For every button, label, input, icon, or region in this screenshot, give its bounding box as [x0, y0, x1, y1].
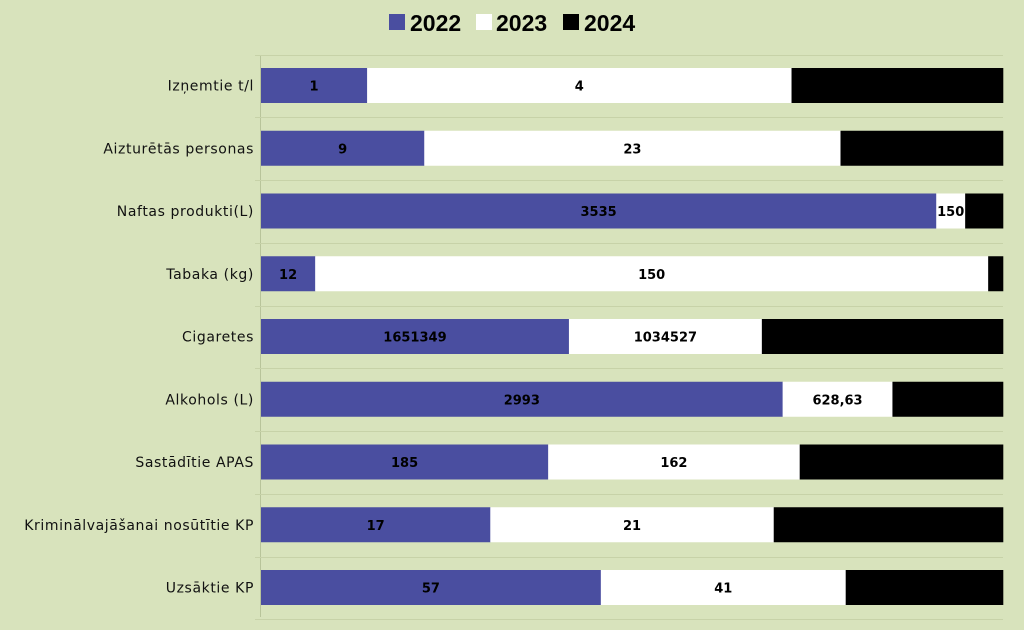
category-label: Naftas produkti(L): [117, 204, 254, 220]
data-label-2023: 21: [623, 519, 641, 534]
category-label: Tabaka (kg): [165, 267, 254, 283]
bar-2023: [367, 68, 792, 103]
data-label-2023: 150: [638, 268, 665, 283]
chart-bars: [261, 68, 1004, 605]
bar-2022: [261, 570, 602, 605]
data-label-2022: 3535: [581, 205, 617, 220]
bar-2023: [315, 256, 989, 292]
data-label-2022: 1651349: [383, 331, 446, 346]
bar-2024: [799, 444, 1004, 480]
category-label: Sastādītie APAS: [135, 455, 254, 471]
data-label-2022: 2993: [504, 393, 540, 408]
category-label: Cigaretes: [182, 330, 254, 346]
legend-swatch-2024: [563, 14, 579, 30]
bar-2022: [261, 444, 549, 480]
bar-2022: [261, 381, 783, 417]
category-label: Uzsāktie KP: [166, 581, 254, 597]
bar-2023: [548, 444, 800, 480]
data-label-2023: 41: [714, 582, 732, 597]
data-label-2022: 185: [391, 456, 418, 471]
bar-2024: [892, 381, 1004, 417]
chart-legend: 2022 2023 2024: [389, 10, 635, 36]
data-label-2022: 12: [279, 268, 297, 283]
data-label-2023: 628,63: [812, 393, 862, 408]
data-label-2023: 23: [623, 142, 641, 157]
data-label-2023: 4: [575, 80, 584, 95]
bar-2024: [840, 130, 1004, 166]
category-label: Alkohols (L): [165, 392, 254, 408]
data-label-2022: 9: [338, 142, 347, 157]
bar-2022: [261, 130, 425, 166]
bar-2022: [261, 193, 937, 229]
bar-2023: [490, 507, 775, 543]
legend-label-2023: 2023: [496, 10, 547, 36]
data-label-2023: 162: [660, 456, 687, 471]
bar-2024: [791, 68, 1004, 103]
legend-swatch-2023: [476, 14, 492, 30]
bar-2023: [568, 319, 763, 354]
legend-swatch-2022: [389, 14, 405, 30]
bar-2022: [261, 507, 491, 543]
bar-2024: [988, 256, 1004, 292]
category-label: Kriminālvajāšanai nosūtītie KP: [24, 518, 254, 534]
bar-2024: [773, 507, 1004, 543]
bar-2023: [424, 130, 841, 166]
bar-2023: [782, 381, 893, 417]
data-label-2022: 1: [310, 80, 319, 95]
bar-2024: [965, 193, 1004, 229]
data-label-2023: 1034527: [634, 331, 697, 346]
category-label: Aizturētās personas: [103, 141, 254, 157]
data-labels: 1 4 9 23 3535 150 12 150 1651349 1034527 2993 628,6…: [279, 80, 964, 597]
bar-2022: [261, 319, 570, 354]
data-label-2022: 57: [422, 582, 440, 597]
bar-2022: [261, 68, 368, 103]
legend-label-2022: 2022: [410, 10, 461, 36]
data-label-2022: 17: [367, 519, 385, 534]
data-label-2023: 150: [937, 205, 964, 220]
legend-label-2024: 2024: [584, 10, 635, 36]
category-label: Izņemtie t/l: [168, 79, 254, 95]
bar-2022: [261, 256, 316, 292]
bar-2023: [936, 193, 966, 229]
category-axis: Izņemtie t/l Aizturētās personas Naftas pr…: [24, 79, 254, 597]
chart-gridlines: [255, 55, 1003, 620]
bar-2024: [845, 570, 1004, 605]
bar-2023: [600, 570, 846, 605]
bar-2024: [761, 319, 1004, 354]
